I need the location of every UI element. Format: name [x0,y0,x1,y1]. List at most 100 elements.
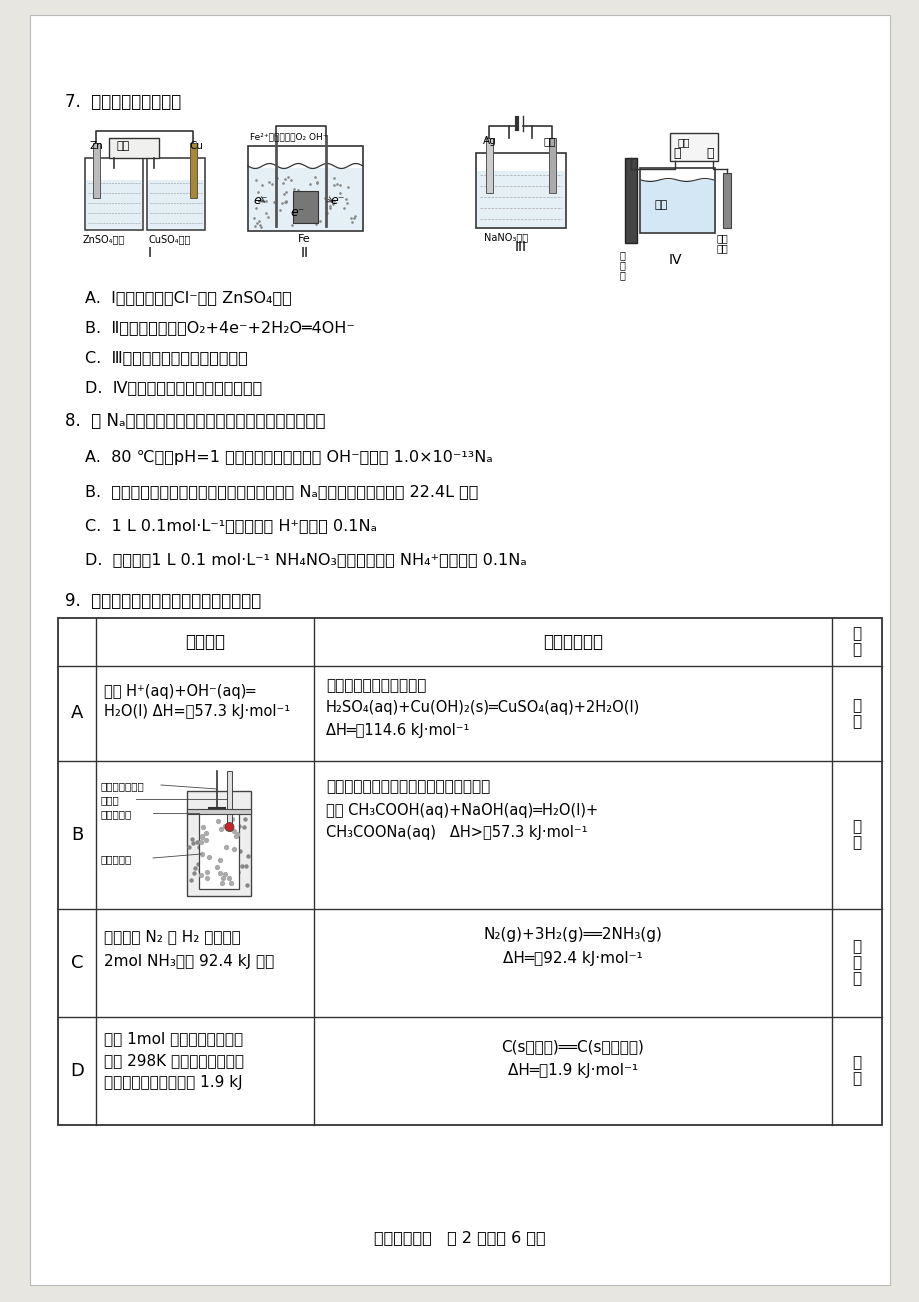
Text: CH₃COONa(aq)   ΔH>－57.3 kJ·mol⁻¹: CH₃COONa(aq) ΔH>－57.3 kJ·mol⁻¹ [325,825,587,840]
Text: ΔH═－1.9 kJ·mol⁻¹: ΔH═－1.9 kJ·mol⁻¹ [507,1062,638,1078]
Text: NaNO₃溶液: NaNO₃溶液 [483,232,528,242]
Text: 镀件: 镀件 [543,135,556,146]
Text: 已知 H⁺(aq)+OH⁻(aq)═: 已知 H⁺(aq)+OH⁻(aq)═ [104,684,255,699]
Bar [249,168,361,230]
Text: 电源: 电源 [677,137,690,147]
Text: －: － [673,147,680,160]
Ellipse shape [225,823,233,832]
Bar [148,180,204,229]
Bar [147,158,205,230]
Bar [549,138,555,193]
Text: 盐桥: 盐桥 [117,141,130,151]
Text: B.  用石墨作电极电解饱和食盐水，若阴极得到 Nₐ个电子，则阳极产生 22.4L 气体: B. 用石墨作电极电解饱和食盐水，若阴极得到 Nₐ个电子，则阳极产生 22.4L… [85,484,478,499]
Text: A.  Ⅰ装置盐桥中的Cl⁻移向 ZnSO₄溶液: A. Ⅰ装置盐桥中的Cl⁻移向 ZnSO₄溶液 [85,290,291,305]
Text: e⁻: e⁻ [253,194,267,207]
Text: A.  80 ℃时，pH=1 的硫酸溶液中，含有的 OH⁻数目为 1.0×10⁻¹³Nₐ: A. 80 ℃时，pH=1 的硫酸溶液中，含有的 OH⁻数目为 1.0×10⁻¹… [85,450,493,465]
Text: 电极: 电极 [716,243,728,253]
Text: Ag: Ag [482,135,496,146]
Bar [485,138,493,193]
Text: 门: 门 [619,270,625,280]
Text: 不: 不 [852,940,860,954]
Bar [199,811,239,889]
Text: D.  常温下，1 L 0.1 mol·L⁻¹ NH₄NO₃溶液中含有的 NH₄⁺数目小于 0.1Nₐ: D. 常温下，1 L 0.1 mol·L⁻¹ NH₄NO₃溶液中含有的 NH₄⁺… [85,552,527,566]
Text: e⁻: e⁻ [289,206,304,219]
Text: Zn: Zn [90,141,104,151]
Text: 温度计: 温度计 [101,796,119,805]
Bar [85,158,142,230]
Text: 泡沫塑料板: 泡沫塑料板 [101,809,132,819]
Text: 9.  下列有关热化学方程式的评价正确的是: 9. 下列有关热化学方程式的评价正确的是 [65,592,261,611]
Text: ΔH═－114.6 kJ·mol⁻¹: ΔH═－114.6 kJ·mol⁻¹ [325,723,469,738]
Text: 一定量的 N₂ 与 H₂ 反应生成: 一定量的 N₂ 与 H₂ 反应生成 [104,930,241,944]
Text: I: I [148,246,152,260]
Text: D.  Ⅳ装置可以达到保护钢闸门的目的: D. Ⅳ装置可以达到保护钢闸门的目的 [85,380,262,395]
Bar [108,138,159,158]
Text: 确: 确 [852,1072,860,1086]
Text: 海水: 海水 [654,201,667,210]
Text: ＋: ＋ [705,147,713,160]
Text: 闸: 闸 [619,260,625,270]
Text: 别在 298K 下完全燃烧，金刚: 别在 298K 下完全燃烧，金刚 [104,1053,244,1068]
Bar [227,771,232,825]
Text: IV: IV [667,253,681,267]
Text: II: II [301,246,309,260]
Text: D: D [70,1062,84,1079]
Bar [641,180,713,232]
Bar [475,154,565,228]
Text: 环形玻璃搅拌棒: 环形玻璃搅拌棒 [101,781,144,792]
Text: 正: 正 [852,1056,860,1070]
Text: 石放出的热量比石墨多 1.9 kJ: 石放出的热量比石墨多 1.9 kJ [104,1075,243,1090]
Text: Cu: Cu [188,141,203,151]
Bar [624,158,636,243]
Text: 确: 确 [852,713,860,729]
Text: A: A [71,704,83,723]
Bar [58,618,881,1125]
Bar [248,146,363,230]
Text: C.  Ⅲ装置模拟工业上在镀件上镀银: C. Ⅲ装置模拟工业上在镀件上镀银 [85,350,247,365]
Text: 确: 确 [852,836,860,850]
Text: B: B [71,825,83,844]
Text: 评: 评 [852,626,860,642]
Text: 正: 正 [852,698,860,713]
Text: H₂O(l) ΔH=－57.3 kJ·mol⁻¹: H₂O(l) ΔH=－57.3 kJ·mol⁻¹ [104,704,289,719]
Text: N₂(g)+3H₂(g)══2NH₃(g): N₂(g)+3H₂(g)══2NH₃(g) [483,927,662,943]
Text: Fe²⁺电解质溶液O₂ OH⁻: Fe²⁺电解质溶液O₂ OH⁻ [250,132,327,141]
Text: 价: 价 [852,642,860,658]
Text: C.  1 L 0.1mol·L⁻¹醋酸溶液中 H⁺数目为 0.1Nₐ: C. 1 L 0.1mol·L⁻¹醋酸溶液中 H⁺数目为 0.1Nₐ [85,518,377,533]
Bar [476,171,564,227]
Text: H₂SO₄(aq)+Cu(OH)₂(s)═CuSO₄(aq)+2H₂O(l): H₂SO₄(aq)+Cu(OH)₂(s)═CuSO₄(aq)+2H₂O(l) [325,700,640,715]
Text: 高二化学试卷   第 2 页（共 6 页）: 高二化学试卷 第 2 页（共 6 页） [374,1230,545,1245]
Text: 惰性: 惰性 [716,233,728,243]
Text: C(s，石墨)══C(s，金刚石): C(s，石墨)══C(s，金刚石) [501,1039,643,1055]
Text: e⁻: e⁻ [330,194,344,207]
Text: 热化学方程式: 热化学方程式 [542,633,602,651]
Text: ΔH═－92.4 kJ·mol⁻¹: ΔH═－92.4 kJ·mol⁻¹ [503,950,642,966]
Text: 将稀硫酸与氢氧化铜混合: 将稀硫酸与氢氧化铜混合 [325,678,425,693]
Text: 实验事实: 实验事实 [185,633,225,651]
Text: 确: 确 [852,971,860,987]
Text: Fe: Fe [298,234,311,243]
Text: 碎泡沫塑料: 碎泡沫塑料 [101,854,132,865]
Text: B.  Ⅱ中正极反应式为O₂+4e⁻+2H₂O═4OH⁻: B. Ⅱ中正极反应式为O₂+4e⁻+2H₂O═4OH⁻ [85,320,355,335]
Bar [187,809,251,814]
Text: 均为 1mol 的金刚石与石墨分: 均为 1mol 的金刚石与石墨分 [104,1031,243,1046]
Bar [292,191,318,223]
Bar [85,180,142,229]
Bar [722,173,731,228]
Text: ZnSO₄溶液: ZnSO₄溶液 [83,234,125,243]
Bar [93,143,100,198]
Text: 7.  下列表述不正确的是: 7. 下列表述不正确的是 [65,92,181,111]
Text: 正: 正 [852,956,860,970]
Bar [669,133,717,161]
Text: 8.  设 Nₐ代表阿伏加德罗常数的值，下列说法正确的是: 8. 设 Nₐ代表阿伏加德罗常数的值，下列说法正确的是 [65,411,325,430]
Text: 正: 正 [852,819,860,835]
Text: III: III [515,240,527,254]
Text: CuSO₄溶液: CuSO₄溶液 [149,234,191,243]
Text: C: C [71,954,83,973]
Bar [640,168,714,233]
Text: 钢: 钢 [619,250,625,260]
Text: 该实验中用醋酸溶液代替盐酸与烧碱溶液: 该实验中用醋酸溶液代替盐酸与烧碱溶液 [325,779,490,794]
Bar [190,143,197,198]
Text: 2mol NH₃放出 92.4 kJ 热量: 2mol NH₃放出 92.4 kJ 热量 [104,954,274,969]
Bar [187,792,251,896]
